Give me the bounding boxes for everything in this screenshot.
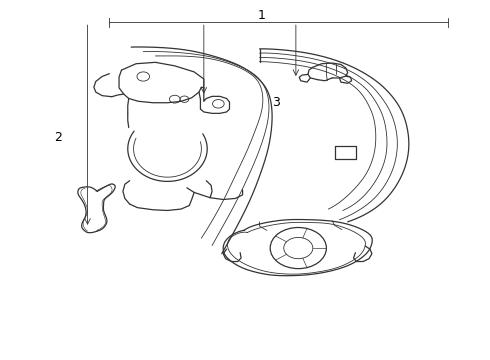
Text: 1: 1 <box>258 9 266 22</box>
Text: 2: 2 <box>54 131 62 144</box>
Text: 3: 3 <box>272 95 280 108</box>
